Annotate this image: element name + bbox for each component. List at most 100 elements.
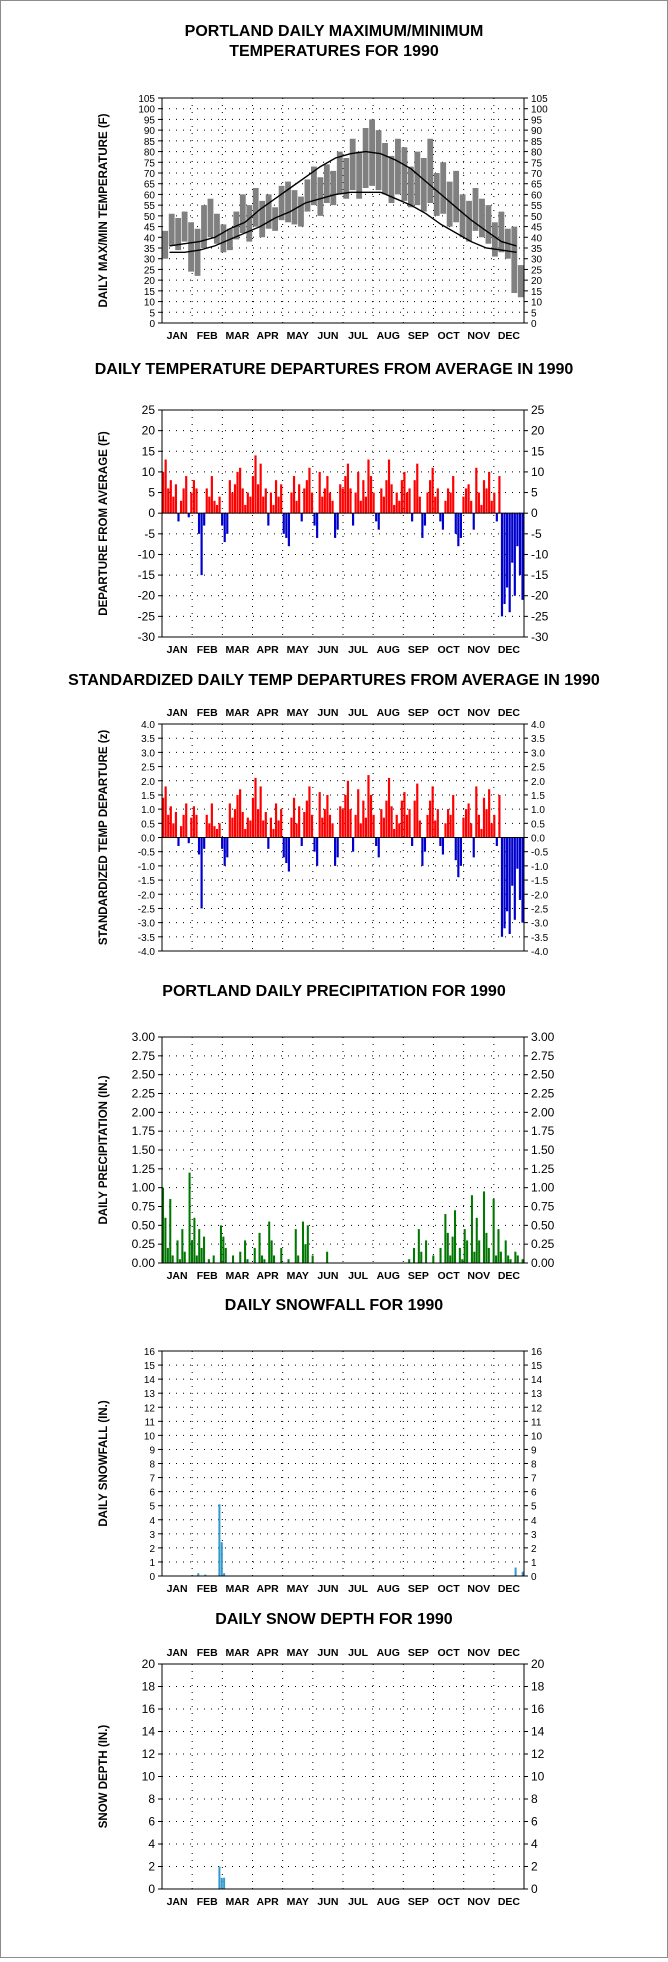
daily-bar bbox=[390, 806, 393, 838]
daily-bar bbox=[313, 513, 316, 526]
daily-bar bbox=[432, 1255, 435, 1263]
daily-bar bbox=[472, 837, 475, 858]
daily-bar bbox=[269, 817, 273, 838]
daily-bar bbox=[251, 797, 255, 838]
y-tick-label: 0.00 bbox=[132, 1256, 156, 1270]
daily-bar bbox=[408, 488, 411, 514]
daily-bar bbox=[208, 823, 211, 838]
daily-bar bbox=[518, 837, 522, 900]
month-tick-label: NOV bbox=[467, 1896, 490, 1908]
daily-bar bbox=[439, 837, 442, 847]
y-tick-label: 11 bbox=[145, 1417, 156, 1428]
daily-bar bbox=[498, 476, 501, 514]
daily-bar bbox=[241, 811, 244, 838]
daily-bar bbox=[485, 488, 488, 514]
daily-bar bbox=[497, 1229, 500, 1263]
daily-bar bbox=[195, 488, 198, 514]
daily-bar bbox=[224, 1247, 227, 1263]
daily-bar bbox=[403, 792, 406, 838]
y-tick-label: 1 bbox=[531, 1558, 537, 1569]
y-tick-label: 5 bbox=[531, 308, 537, 319]
daily-bar bbox=[260, 1255, 263, 1263]
daily-bar bbox=[308, 467, 311, 514]
month-tick-label: JUN bbox=[317, 1583, 338, 1595]
daily-bar bbox=[507, 1255, 510, 1263]
month-tick-label: MAR bbox=[225, 707, 249, 719]
daily-bar bbox=[174, 811, 178, 838]
y-tick-label: 5 bbox=[531, 486, 538, 500]
y-tick-label: 1.75 bbox=[132, 1124, 156, 1138]
daily-bar bbox=[503, 513, 506, 604]
daily-bar bbox=[262, 496, 265, 514]
y-tick-label: -1.5 bbox=[531, 876, 549, 887]
daily-bar bbox=[493, 492, 496, 514]
daily-bar bbox=[413, 800, 416, 838]
daily-bar bbox=[490, 823, 493, 838]
daily-bar bbox=[466, 1240, 469, 1263]
y-tick-label: 4 bbox=[148, 1837, 155, 1851]
daily-bar bbox=[372, 492, 375, 514]
month-tick-label: DEC bbox=[498, 644, 521, 656]
daily-bar bbox=[434, 820, 437, 838]
month-tick-label: APR bbox=[256, 1583, 279, 1595]
y-tick-label: 0 bbox=[531, 319, 537, 330]
daily-bar bbox=[197, 513, 201, 534]
y-tick-label: 2 bbox=[148, 1860, 155, 1874]
daily-bar bbox=[301, 1221, 305, 1263]
daily-bar bbox=[182, 488, 185, 514]
y-tick-label: -15 bbox=[138, 568, 156, 582]
y-tick-label: 3.5 bbox=[141, 734, 155, 745]
daily-bar bbox=[344, 794, 347, 838]
month-tick-label: JUN bbox=[317, 644, 338, 656]
daily-bar bbox=[449, 1255, 452, 1263]
daily-bar bbox=[239, 1251, 242, 1263]
y-tick-label: 11 bbox=[531, 1417, 542, 1428]
y-tick-label: -10 bbox=[138, 547, 156, 561]
month-tick-label: FEB bbox=[197, 644, 218, 656]
daily-bar bbox=[274, 803, 278, 838]
y-tick-label: 3 bbox=[149, 1530, 155, 1541]
daily-bar bbox=[482, 797, 486, 838]
month-tick-label: NOV bbox=[467, 1270, 490, 1282]
chart-title: DAILY SNOW DEPTH FOR 1990 bbox=[215, 1611, 452, 1628]
daily-bar bbox=[346, 780, 350, 838]
y-tick-label: 25 bbox=[531, 403, 545, 417]
daily-bar bbox=[208, 496, 211, 514]
month-tick-label: AUG bbox=[377, 1270, 400, 1282]
month-tick-label: NOV bbox=[467, 330, 490, 342]
daily-bar bbox=[357, 789, 360, 838]
y-tick-label: 7 bbox=[531, 1474, 537, 1485]
y-tick-label: 5 bbox=[149, 1502, 155, 1513]
daily-bar bbox=[521, 1571, 524, 1576]
y-tick-label: 35 bbox=[144, 244, 156, 255]
month-tick-label: APR bbox=[256, 330, 279, 342]
y-tick-label: 1.25 bbox=[531, 1162, 555, 1176]
daily-bar bbox=[393, 504, 396, 514]
daily-bar bbox=[298, 806, 301, 838]
y-tick-label: -30 bbox=[138, 630, 156, 644]
y-tick-label: 1.75 bbox=[531, 1124, 555, 1138]
daily-bar bbox=[514, 1251, 517, 1263]
month-tick-label: APR bbox=[256, 1270, 279, 1282]
daily-bar bbox=[236, 794, 239, 838]
daily-bar bbox=[177, 837, 180, 847]
daily-bar bbox=[475, 1217, 478, 1263]
daily-bar bbox=[239, 789, 242, 838]
daily-bar bbox=[259, 786, 262, 838]
y-tick-label: 8 bbox=[149, 1460, 155, 1471]
daily-bar bbox=[411, 837, 414, 847]
daily-bar bbox=[513, 513, 516, 596]
y-tick-label: 1.0 bbox=[141, 805, 155, 816]
daily-bar bbox=[244, 828, 247, 838]
y-tick-label: 7 bbox=[149, 1474, 155, 1485]
y-tick-label: 2.50 bbox=[531, 1068, 555, 1082]
daily-bar bbox=[253, 1247, 256, 1263]
daily-bar bbox=[197, 1573, 200, 1576]
daily-bar bbox=[408, 809, 411, 838]
month-tick-label: NOV bbox=[467, 707, 490, 719]
daily-bar bbox=[472, 513, 475, 530]
daily-bar bbox=[516, 513, 519, 547]
daily-bar bbox=[304, 1244, 307, 1263]
y-tick-label: 25 bbox=[144, 265, 156, 276]
daily-bar bbox=[231, 492, 234, 514]
